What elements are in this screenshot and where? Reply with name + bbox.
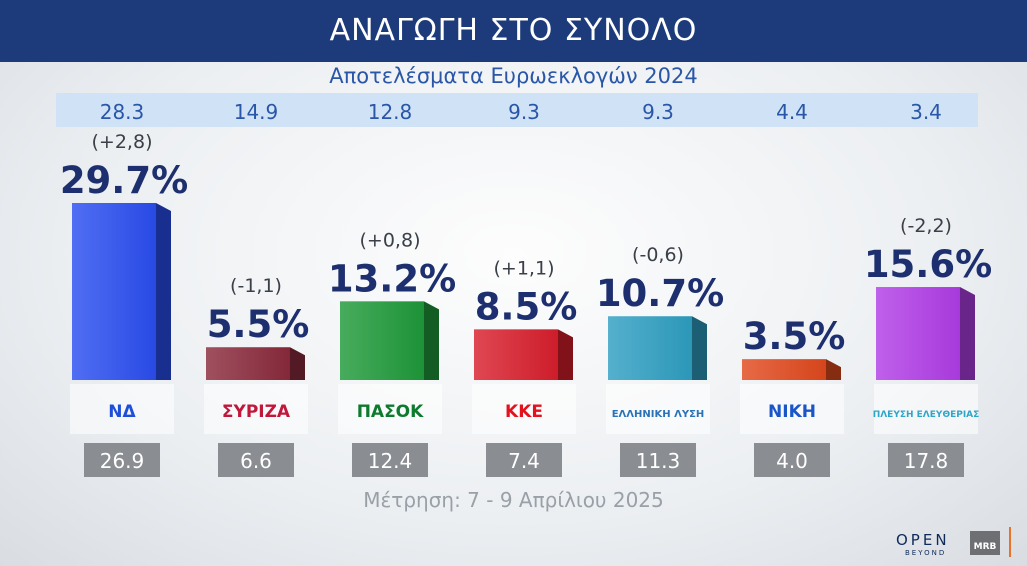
bottom-value: 26.9 bbox=[100, 449, 145, 473]
bottom-value: 17.8 bbox=[904, 449, 949, 473]
euro2024-results-band bbox=[56, 93, 978, 127]
brand-divider bbox=[1009, 527, 1011, 557]
open-logo: OPEN bbox=[896, 531, 950, 549]
bar-value-label: 3.5% bbox=[743, 315, 846, 358]
bar-front bbox=[742, 359, 826, 380]
party-logo: ΚΚΕ bbox=[505, 402, 543, 422]
bottom-value-box bbox=[352, 443, 428, 477]
euro2024-value: 12.8 bbox=[368, 100, 413, 124]
bottom-value: 12.4 bbox=[368, 449, 413, 473]
bottom-value-box bbox=[218, 443, 294, 477]
bottom-value-box bbox=[620, 443, 696, 477]
euro2024-value: 9.3 bbox=[508, 100, 540, 124]
bar-value-label: 8.5% bbox=[475, 285, 578, 328]
bar-front bbox=[340, 301, 424, 380]
bottom-value-box bbox=[888, 443, 964, 477]
euro2024-value: 9.3 bbox=[642, 100, 674, 124]
bar-value-label: 29.7% bbox=[60, 159, 188, 202]
party-logo: ΝΙΚΗ bbox=[768, 402, 816, 422]
bar-side bbox=[960, 287, 975, 380]
euro2024-value: 14.9 bbox=[234, 100, 279, 124]
bar-side bbox=[424, 301, 439, 380]
party-logo: ΠΛΕΥΣΗ ΕΛΕΥΘΕΡΙΑΣ bbox=[873, 410, 980, 420]
bottom-value: 7.4 bbox=[508, 449, 540, 473]
bottom-value-box bbox=[486, 443, 562, 477]
bar-front bbox=[876, 287, 960, 380]
chart-subtitle: Αποτελέσματα Ευρωεκλογών 2024 bbox=[329, 64, 698, 88]
euro2024-value: 3.4 bbox=[910, 100, 942, 124]
logo-plate bbox=[338, 384, 442, 434]
bar-value-label: 13.2% bbox=[328, 257, 456, 300]
bottom-value: 11.3 bbox=[636, 449, 681, 473]
bar-front bbox=[206, 347, 290, 380]
party-logo: ΠΑΣΟΚ bbox=[357, 402, 424, 422]
change-label: (+0,8) bbox=[360, 229, 421, 251]
open-beyond-logo: BEYOND bbox=[905, 549, 947, 557]
logo-plate bbox=[204, 384, 308, 434]
chart-title: ΑΝΑΓΩΓΗ ΣΤΟ ΣΥΝΟΛΟ bbox=[0, 0, 1027, 62]
party-logo: ΕΛΛΗΝΙΚΗ ΛΥΣΗ bbox=[612, 409, 705, 420]
bar-side bbox=[156, 203, 171, 380]
party-logo: ΝΔ bbox=[108, 402, 136, 422]
bar-side bbox=[692, 316, 707, 380]
euro2024-value: 4.4 bbox=[776, 100, 808, 124]
bar-value-label: 5.5% bbox=[207, 303, 310, 346]
bar-front bbox=[474, 329, 558, 380]
logo-plate bbox=[874, 384, 978, 434]
euro2024-value: 28.3 bbox=[100, 100, 145, 124]
bar-front bbox=[608, 316, 692, 380]
bottom-value: 6.6 bbox=[240, 449, 272, 473]
bar-value-label: 10.7% bbox=[596, 272, 724, 315]
bar-side bbox=[826, 359, 841, 380]
bottom-value-box bbox=[754, 443, 830, 477]
bar-side bbox=[558, 329, 573, 380]
change-label: (-0,6) bbox=[632, 244, 684, 266]
bar-front bbox=[72, 203, 156, 380]
change-label: (+2,8) bbox=[92, 131, 153, 153]
logo-plate bbox=[472, 384, 576, 434]
mrb-logo: MRB bbox=[970, 531, 1000, 555]
change-label: (-2,2) bbox=[900, 215, 952, 237]
bottom-value: 4.0 bbox=[776, 449, 808, 473]
logo-plate bbox=[606, 384, 710, 434]
logo-plate bbox=[70, 384, 174, 434]
party-logo: ΣΥΡΙΖΑ bbox=[222, 402, 291, 422]
bottom-value-box bbox=[84, 443, 160, 477]
logo-plate bbox=[740, 384, 844, 434]
change-label: (-1,1) bbox=[230, 275, 282, 297]
change-label: (+1,1) bbox=[494, 257, 555, 279]
bar-value-label: 15.6% bbox=[864, 243, 992, 286]
survey-date-note: Μέτρηση: 7 - 9 Απρίλιου 2025 bbox=[363, 488, 664, 512]
bar-side bbox=[290, 347, 305, 380]
